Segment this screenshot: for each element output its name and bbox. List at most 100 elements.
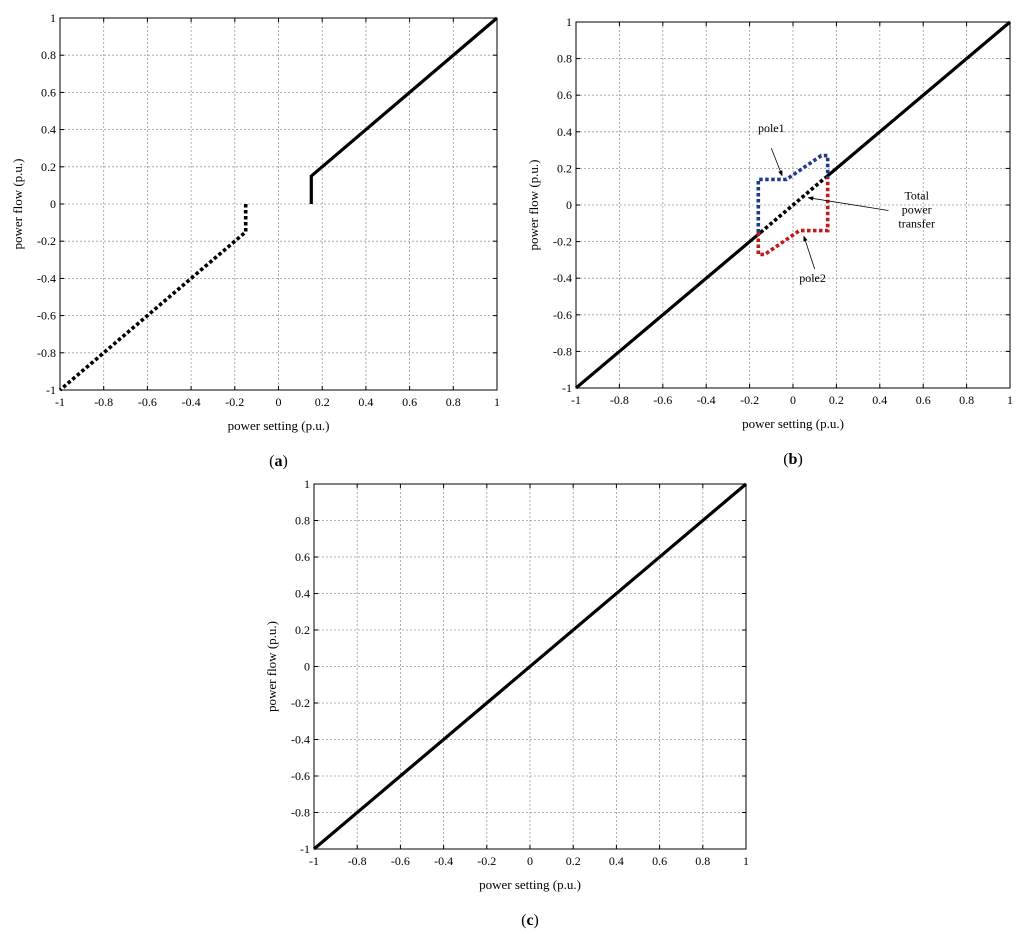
y-tick-label: 1 (50, 11, 56, 25)
series-line-3 (756, 153, 830, 233)
x-axis-label: power setting (p.u.) (742, 416, 844, 431)
x-tick-label: 0 (527, 854, 533, 868)
x-tick-label: 0.4 (872, 393, 887, 407)
y-tick-label: -0.6 (291, 769, 310, 783)
panel-label-letter: a (275, 453, 283, 470)
y-tick-label: 0.4 (41, 123, 56, 137)
x-tick-label: 0 (790, 393, 796, 407)
x-tick-label: 0.2 (829, 393, 844, 407)
x-tick-label: -0.2 (477, 854, 496, 868)
panel-label: (c) (521, 912, 539, 929)
chart-panel-c: -1 -0.8 -0.6 -0.4 -0.2 0 0.2 0.4 0.6 0.8 1 -1 -0.8 -0… (264, 477, 749, 929)
y-tick-label: 0.8 (41, 48, 56, 62)
x-tick-label: -1 (571, 393, 581, 407)
x-tick-label: -0.4 (697, 393, 716, 407)
panel-label-letter: b (789, 451, 798, 468)
x-tick-label: -1 (55, 395, 65, 409)
panel-label-open: ( (521, 912, 526, 929)
y-tick-label: -0.8 (553, 344, 572, 358)
annotation-text: power (902, 203, 932, 217)
y-tick-label: -0.4 (37, 271, 56, 285)
panel-label-open: ( (269, 453, 274, 470)
y-tick-label: -0.8 (291, 806, 310, 820)
panel-label-open: ( (783, 451, 788, 468)
x-tick-label: 0.6 (916, 393, 931, 407)
y-tick-label: -1 (46, 383, 56, 397)
x-tick-label: -0.4 (434, 854, 453, 868)
y-tick-label: 1 (566, 15, 572, 29)
x-tick-label: 0.8 (959, 393, 974, 407)
y-axis-label: power flow (p.u.) (526, 160, 541, 251)
x-tick-label: -0.6 (653, 393, 672, 407)
x-tick-label: -1 (309, 854, 319, 868)
y-tick-label: 0.4 (295, 587, 310, 601)
x-tick-label: -0.6 (391, 854, 410, 868)
x-axis-label: power setting (p.u.) (479, 877, 581, 892)
panel-label: (a) (269, 453, 288, 470)
panel-label-letter: c (526, 912, 533, 929)
series-line-1 (759, 176, 827, 234)
x-tick-label: 0.8 (695, 854, 710, 868)
series-line-1 (58, 204, 248, 392)
y-tick-label: 1 (304, 477, 310, 491)
annotation-arrow (770, 148, 783, 177)
y-tick-label: 0 (50, 197, 56, 211)
series-line-2 (824, 20, 1012, 179)
x-tick-label: 0.6 (652, 854, 667, 868)
x-tick-label: -0.8 (94, 395, 113, 409)
chart-panel-b: -1 -0.8 -0.6 -0.4 -0.2 0 0.2 0.4 0.6 0.8 1 -1 -0.8 -0… (526, 15, 1013, 468)
y-tick-label: 0.6 (557, 88, 572, 102)
y-tick-label: 0.8 (295, 514, 310, 528)
y-tick-label: -0.6 (553, 308, 572, 322)
annotation-text: pole2 (799, 271, 826, 285)
y-tick-label: -0.8 (37, 346, 56, 360)
annotation-arrow (807, 196, 889, 211)
x-tick-label: 0.4 (609, 854, 624, 868)
y-tick-label: -0.6 (37, 309, 56, 323)
x-tick-label: 1 (494, 395, 500, 409)
y-tick-label: 0.2 (41, 160, 56, 174)
x-tick-label: 0.2 (566, 854, 581, 868)
x-tick-label: 1 (1007, 393, 1013, 407)
y-tick-label: -0.4 (291, 733, 310, 747)
x-tick-label: -0.6 (138, 395, 157, 409)
y-tick-label: 0 (566, 198, 572, 212)
y-tick-label: 0 (304, 660, 310, 674)
series-line-0 (574, 231, 762, 390)
x-tick-label: -0.2 (225, 395, 244, 409)
x-tick-label: 0.6 (402, 395, 417, 409)
x-tick-label: -0.4 (182, 395, 201, 409)
annotation-arrow (803, 235, 816, 270)
annotation-text: Total (904, 189, 929, 203)
x-axis-label: power setting (p.u.) (228, 418, 330, 433)
y-tick-label: -0.2 (553, 235, 572, 249)
panel-label-close: ) (534, 912, 539, 929)
y-tick-label: 0.8 (557, 52, 572, 66)
y-tick-label: 0.4 (557, 125, 572, 139)
y-axis-label: power flow (p.u.) (10, 159, 25, 250)
y-tick-label: 0.6 (41, 85, 56, 99)
y-tick-label: -0.4 (553, 271, 572, 285)
y-tick-label: -0.2 (37, 234, 56, 248)
x-tick-label: 0.2 (315, 395, 330, 409)
y-tick-label: 0.2 (295, 623, 310, 637)
chart-panel-a: -1 -0.8 -0.6 -0.4 -0.2 0 0.2 0.4 0.6 0.8 1 -1 -0.8 -0… (10, 11, 500, 470)
panel-label: (b) (783, 451, 803, 468)
x-tick-label: -0.8 (610, 393, 629, 407)
x-tick-label: -0.8 (348, 854, 367, 868)
series-line-0 (312, 482, 748, 851)
y-axis-label: power flow (p.u.) (264, 621, 279, 712)
series-line-4 (756, 177, 830, 257)
y-tick-label: -1 (300, 842, 310, 856)
x-tick-label: 0.8 (446, 395, 461, 409)
x-tick-label: -0.2 (740, 393, 759, 407)
y-tick-label: 0.6 (295, 550, 310, 564)
series-line-0 (309, 16, 499, 204)
y-tick-label: 0.2 (557, 161, 572, 175)
x-tick-label: 1 (743, 854, 749, 868)
y-tick-label: -1 (562, 381, 572, 395)
x-tick-label: 0 (276, 395, 282, 409)
y-tick-label: -0.2 (291, 696, 310, 710)
panel-label-close: ) (797, 451, 802, 468)
